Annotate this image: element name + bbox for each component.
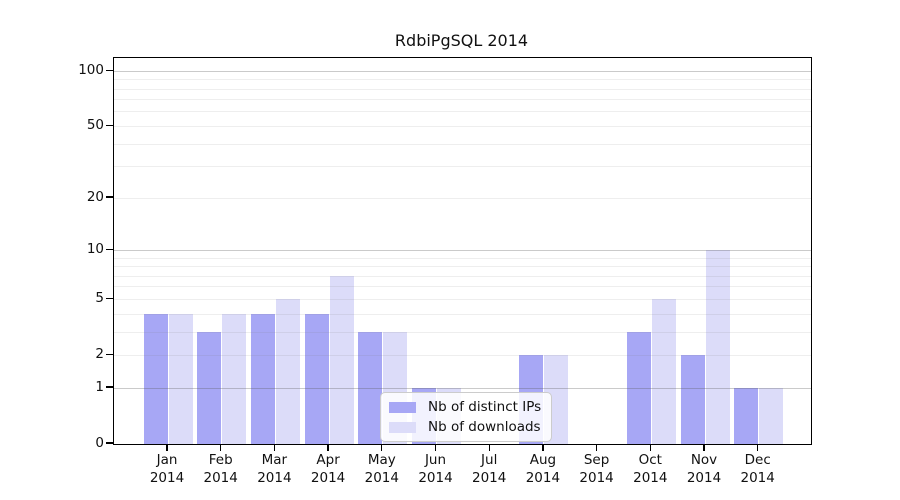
x-tick-mark [649,444,651,451]
bar-downloads-oct [651,299,676,444]
x-tick-mark [757,444,759,451]
bar-ips-may [358,332,383,444]
y-tick-mark [106,124,113,127]
x-tick-mark [220,444,222,451]
x-tick-label-jun: Jun 2014 [418,452,453,486]
legend-swatch-downloads-icon [389,421,416,433]
x-tick-mark [273,444,276,451]
x-tick-label-apr: Apr 2014 [310,452,346,486]
y-tick-label-50: 50 [86,117,104,134]
bar-downloads-dec [759,388,784,444]
legend-item-distinct-ips: Nb of distinct IPs [389,399,541,415]
x-tick-label-jan: Jan 2014 [149,452,185,486]
x-tick-label-sep: Sep 2014 [579,452,614,486]
x-tick-label-feb: Feb 2014 [203,452,238,486]
legend-label-downloads: Nb of downloads [428,419,541,435]
y-tick-mark [106,69,113,71]
x-tick-label-mar: Mar 2014 [257,452,292,486]
y-tick-mark [106,353,113,355]
x-tick-label-dec: Dec 2014 [740,452,775,486]
x-tick-label-oct: Oct 2014 [633,452,668,486]
bars-layer [114,58,811,444]
y-tick-label-100: 100 [78,62,104,79]
x-tick-mark [703,444,705,451]
bar-downloads-nov [705,250,730,444]
y-tick-label-0: 0 [95,435,104,451]
y-tick-label-5: 5 [95,290,104,307]
x-tick-label-jul: Jul 2014 [472,452,507,486]
x-tick-mark [542,444,544,451]
bar-ips-mar [250,314,275,444]
y-tick-label-10: 10 [86,241,104,258]
legend-item-downloads: Nb of downloads [389,419,541,435]
x-tick-mark [488,444,490,451]
bar-ips-jan [143,314,168,444]
y-tick-label-1: 1 [95,379,104,396]
bar-downloads-mar [275,299,300,444]
bar-downloads-feb [222,314,247,444]
bar-downloads-apr [329,276,354,444]
x-tick-mark [327,444,329,451]
x-tick-mark [595,444,598,451]
x-tick-mark [166,444,168,451]
legend: Nb of distinct IPs Nb of downloads [380,392,553,442]
y-tick-label-2: 2 [95,346,104,363]
plot-area: Nb of distinct IPs Nb of downloads [113,57,812,445]
y-tick-mark [106,386,113,388]
x-tick-mark [434,444,437,451]
chart-title: RdbiPgSQL 2014 [394,31,529,50]
bar-ips-oct [626,332,651,444]
x-tick-label-aug: Aug 2014 [525,452,561,486]
y-tick-label-20: 20 [86,189,104,206]
x-tick-label-nov: Nov 2014 [686,452,722,486]
bar-ips-nov [680,355,705,444]
bar-ips-feb [197,332,222,444]
y-tick-mark [106,196,113,198]
y-tick-mark [106,248,113,250]
bar-ips-dec [734,388,759,444]
x-tick-label-may: May 2014 [364,452,399,486]
bar-downloads-jan [168,314,193,444]
legend-swatch-ips-icon [389,401,416,413]
y-tick-mark [106,442,113,444]
legend-label-distinct-ips: Nb of distinct IPs [428,399,542,415]
x-tick-mark [381,444,383,451]
bar-ips-apr [304,314,329,444]
y-tick-mark [106,297,113,299]
